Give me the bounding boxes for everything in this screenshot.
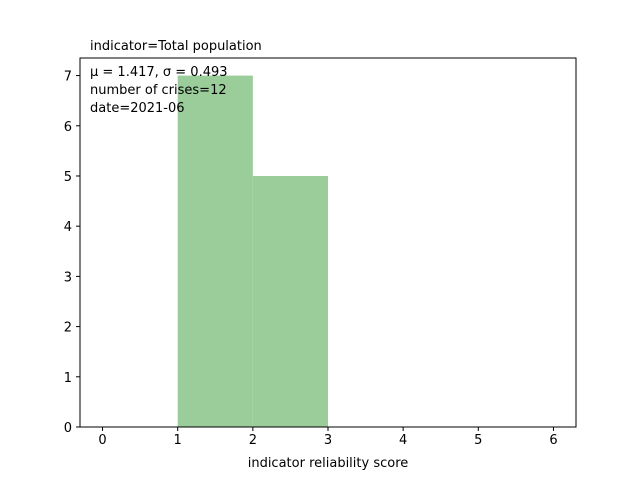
x-tick-label: 1 — [174, 433, 182, 448]
y-tick-label: 5 — [64, 170, 72, 185]
plot-frame — [79, 57, 577, 428]
y-tick-label: 2 — [64, 321, 72, 336]
stats-annotation: μ = 1.417, σ = 0.493 — [90, 65, 228, 80]
x-tick-label: 5 — [474, 433, 482, 448]
y-tick-label: 6 — [64, 120, 72, 135]
y-tick-label: 4 — [64, 220, 72, 235]
date-annotation: date=2021-06 — [90, 101, 185, 116]
y-tick-label: 3 — [64, 270, 72, 285]
x-tick-label: 4 — [399, 433, 407, 448]
y-tick-label: 7 — [64, 70, 72, 85]
bars-group — [177, 75, 328, 428]
histogram-bar-0 — [177, 75, 253, 428]
x-tick-label: 0 — [98, 433, 106, 448]
x-axis-label: indicator reliability score — [248, 456, 409, 471]
x-tick-label: 2 — [249, 433, 257, 448]
chart-title: indicator=Total population — [90, 39, 262, 54]
crises-annotation: number of crises=12 — [90, 83, 227, 98]
y-tick-label: 0 — [64, 421, 72, 436]
x-axis-ticks: 0 1 2 3 4 5 6 — [98, 427, 558, 448]
histogram-bar-1 — [252, 175, 328, 427]
x-tick-label: 6 — [549, 433, 557, 448]
x-tick-label: 3 — [324, 433, 332, 448]
y-axis-ticks: 0 1 2 3 4 5 6 7 — [64, 70, 80, 436]
y-tick-label: 1 — [64, 371, 72, 386]
